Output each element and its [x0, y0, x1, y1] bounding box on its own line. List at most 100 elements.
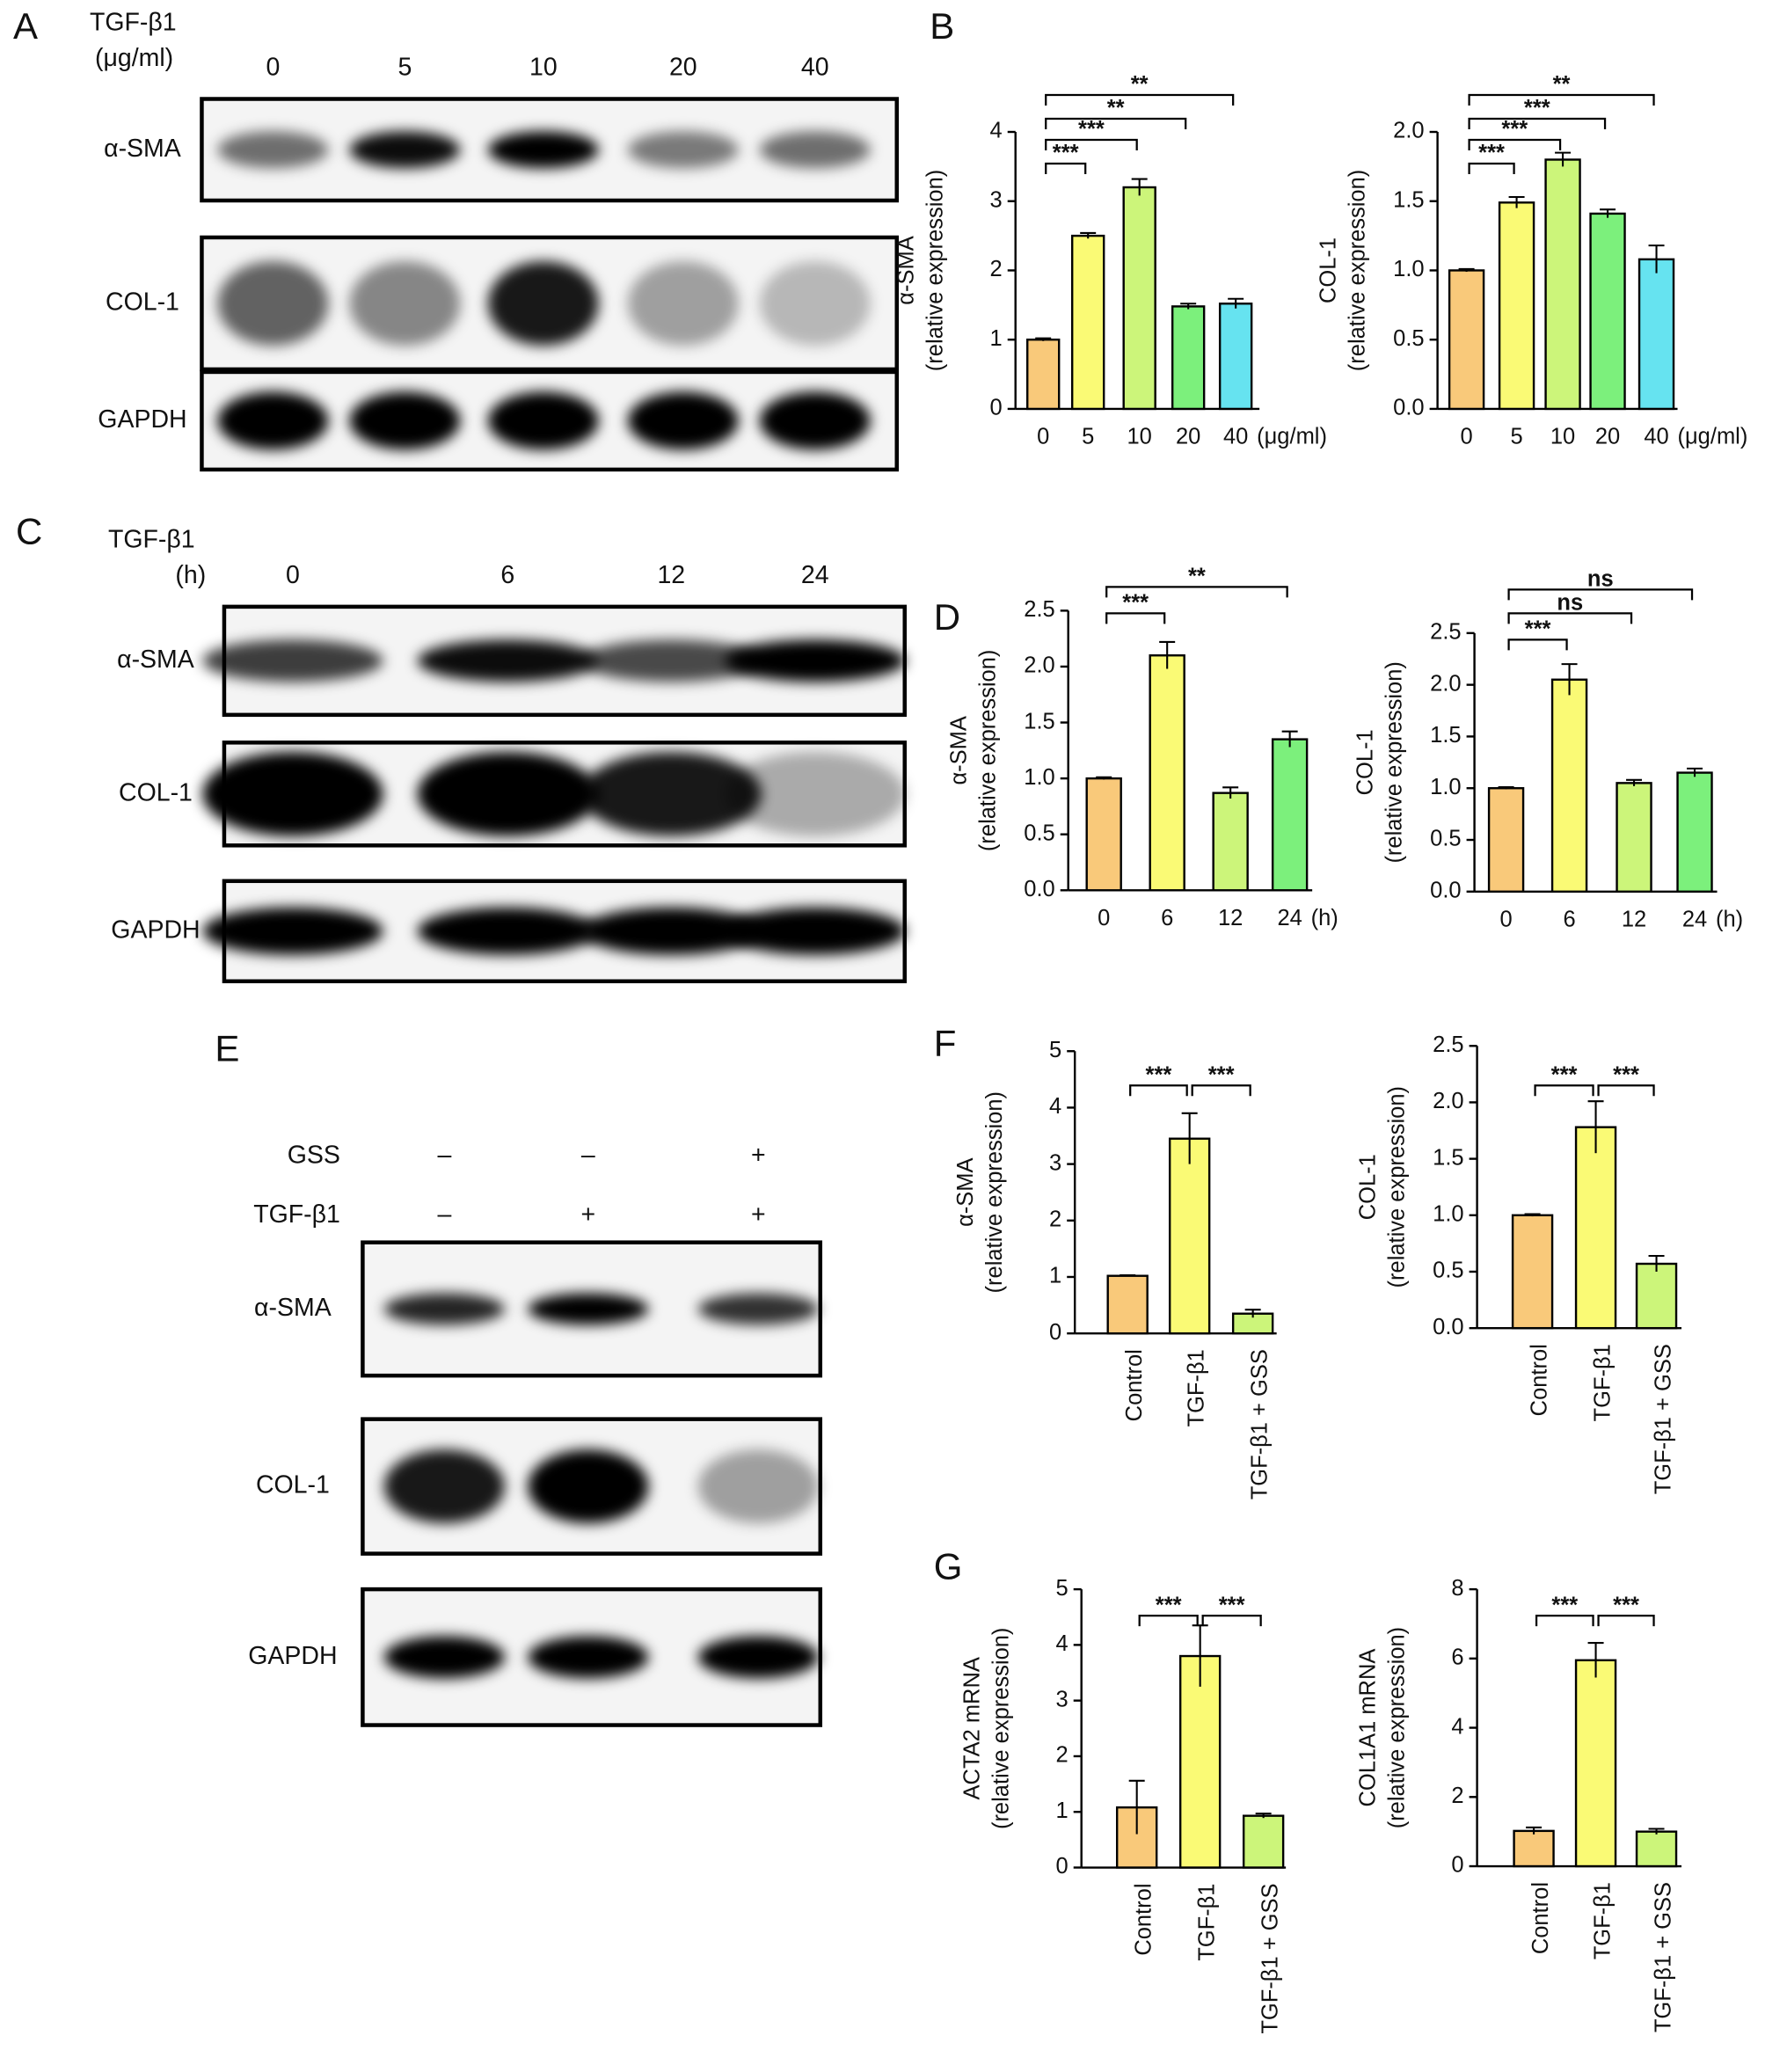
significance-bracket	[1535, 1614, 1594, 1627]
condition-label: TGF-β1	[253, 1200, 340, 1229]
blot-band	[417, 751, 599, 836]
significance-label: **	[1188, 565, 1206, 589]
x-tick-label: 20	[1595, 425, 1620, 449]
significance-label: ***	[1219, 1593, 1245, 1617]
blot-band	[528, 1449, 649, 1524]
bar	[1550, 678, 1588, 893]
y-tick-label: 1.0	[1433, 1202, 1463, 1227]
x-tick-label: Control	[1131, 1884, 1156, 1956]
blot-band	[627, 260, 739, 346]
bar	[1637, 258, 1675, 411]
panel-label: B	[930, 5, 954, 47]
y-tick-label: 1	[990, 326, 1003, 351]
x-tick-label: TGF-β1	[1184, 1349, 1208, 1426]
y-axis-label: α-SMA	[953, 1157, 978, 1226]
lane-label: 12	[657, 561, 685, 589]
y-axis-label: COL1A1 mRNA	[1355, 1649, 1380, 1807]
bar	[1026, 338, 1061, 411]
blot-band	[417, 907, 599, 955]
panel-label: A	[13, 5, 38, 47]
blot-band	[487, 260, 599, 346]
y-tick-label: 1	[1049, 1264, 1061, 1288]
y-tick-label: 1.0	[1393, 257, 1424, 281]
y-tick-label: 2.0	[1433, 1089, 1463, 1113]
y-tick-label: 1	[1056, 1798, 1069, 1823]
y-tick-label: 2.5	[1433, 1032, 1463, 1057]
significance-bracket	[1468, 117, 1607, 130]
bar	[1513, 1829, 1555, 1868]
blot-band	[487, 131, 599, 169]
condition-sign: +	[581, 1200, 596, 1229]
treatment-label: TGF-β1	[108, 525, 195, 553]
x-tick-label: TGF-β1 + GSS	[1651, 1344, 1675, 1494]
x-tick-label: 0	[1460, 425, 1472, 449]
treatment-label: (h)	[175, 561, 206, 589]
significance-bracket	[1105, 612, 1166, 624]
significance-label: ***	[1122, 591, 1149, 616]
panel-label: E	[215, 1027, 239, 1069]
significance-label: ***	[1613, 1593, 1639, 1617]
y-tick-label: 4	[1049, 1094, 1061, 1119]
y-tick-label: 2.5	[1430, 620, 1461, 645]
x-unit-label: (μg/ml)	[1678, 425, 1748, 449]
y-tick-label: 2.0	[1393, 119, 1424, 143]
significance-label: **	[1131, 72, 1149, 97]
x-tick-label: 0	[1499, 908, 1512, 932]
significance-bracket	[1597, 1614, 1655, 1627]
y-tick-label: 2.0	[1024, 653, 1054, 678]
y-tick-label: 1.5	[1393, 187, 1424, 212]
blot-band	[759, 260, 871, 346]
significance-label: ***	[1156, 1593, 1182, 1617]
significance-bracket	[1507, 588, 1694, 601]
significance-label: ***	[1524, 96, 1550, 120]
y-tick-label: 3	[1049, 1150, 1061, 1175]
y-axis-label: COL-1	[1316, 237, 1340, 303]
bar	[1212, 792, 1249, 892]
bar	[1544, 158, 1581, 411]
blot-band	[349, 131, 461, 169]
significance-label: ns	[1587, 567, 1614, 592]
bar	[1242, 1814, 1285, 1869]
y-tick-label: 8	[1451, 1576, 1463, 1601]
x-tick-label: TGF-β1	[1590, 1344, 1615, 1421]
significance-bracket	[1138, 1614, 1199, 1627]
x-tick-label: TGF-β1 + GSS	[1651, 1882, 1675, 2032]
blot-band	[383, 1449, 506, 1524]
significance-label: ***	[1525, 617, 1551, 642]
blot-band	[349, 391, 461, 450]
y-tick-label: 1.5	[1433, 1145, 1463, 1170]
significance-bracket	[1468, 162, 1515, 174]
y-axis-label: (relative expression)	[1382, 661, 1406, 863]
y-tick-label: 2	[1049, 1207, 1061, 1232]
x-tick-label: 0	[1098, 906, 1110, 930]
bar	[1448, 269, 1485, 411]
bar	[1635, 1262, 1678, 1330]
y-tick-label: 0	[1056, 1854, 1069, 1879]
blot-band	[580, 751, 762, 836]
y-tick-label: 6	[1451, 1645, 1463, 1670]
blot-band	[759, 131, 871, 169]
y-axis-label: (relative expression)	[1384, 1627, 1409, 1828]
blot-band	[627, 131, 739, 169]
y-tick-label: 2	[1451, 1784, 1463, 1808]
blot-row-label: GAPDH	[111, 916, 200, 944]
bar	[1168, 1137, 1211, 1335]
blot-band	[697, 1636, 819, 1679]
bar	[1574, 1126, 1617, 1330]
x-tick-label: 5	[1510, 425, 1522, 449]
blot-row-label: α-SMA	[254, 1294, 332, 1322]
significance-bracket	[1045, 93, 1235, 106]
bar	[1635, 1830, 1678, 1868]
bar	[1171, 305, 1206, 411]
y-axis-label: COL-1	[1355, 1154, 1380, 1220]
significance-bracket	[1105, 586, 1288, 598]
lane-label: 20	[669, 54, 697, 82]
treatment-label: (μg/ml)	[95, 44, 173, 72]
y-tick-label: 4	[990, 119, 1003, 143]
blot-row-label: α-SMA	[104, 135, 181, 163]
blot-row-label: α-SMA	[117, 646, 194, 674]
y-axis-label: α-SMA	[946, 716, 971, 784]
condition-sign: +	[751, 1142, 766, 1170]
